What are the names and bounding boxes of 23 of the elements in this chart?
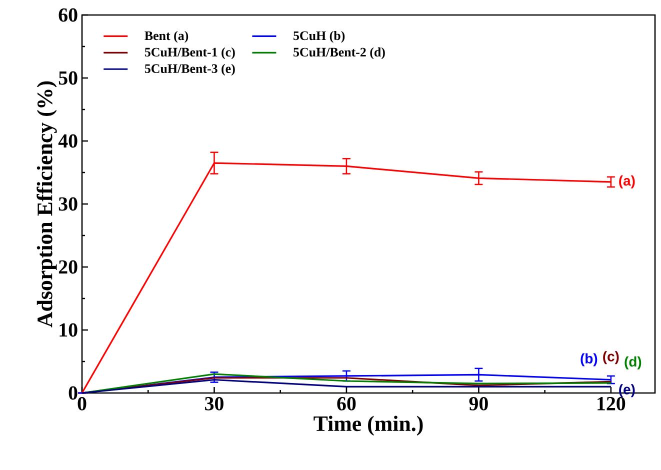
legend-label: 5CuH/Bent-2 (d) [294, 47, 385, 60]
x-tick-label: 60 [337, 396, 356, 410]
annotation: (b) [580, 353, 598, 366]
annotation: (c) [603, 351, 619, 364]
legend-label: Bent (a) [144, 30, 188, 43]
y-tick-label: 50 [58, 71, 78, 85]
x-axis-title: Time (min.) [314, 416, 423, 436]
legend-label: 5CuH/Bent-3 (e) [144, 64, 235, 76]
y-tick-label: 0 [68, 386, 78, 400]
y-tick-label: 30 [58, 197, 78, 211]
legend-label: 5CuH/Bent-1 (c) [144, 47, 235, 60]
y-tick-label: 10 [60, 323, 78, 337]
x-tick-label: 90 [469, 396, 488, 410]
y-tick-label: 20 [58, 260, 78, 274]
y-axis-title: Adsorption Efficiency (%) [36, 81, 57, 328]
y-tick-label: 40 [58, 134, 78, 148]
x-tick-label: 120 [598, 396, 626, 410]
legend-label: 5CuH (b) [294, 30, 345, 43]
x-tick-label: 0 [78, 396, 86, 410]
annotation: (a) [619, 175, 635, 188]
y-tick-label: 60 [58, 8, 78, 22]
x-tick-label: 30 [205, 396, 224, 410]
annotation: (d) [624, 356, 642, 370]
